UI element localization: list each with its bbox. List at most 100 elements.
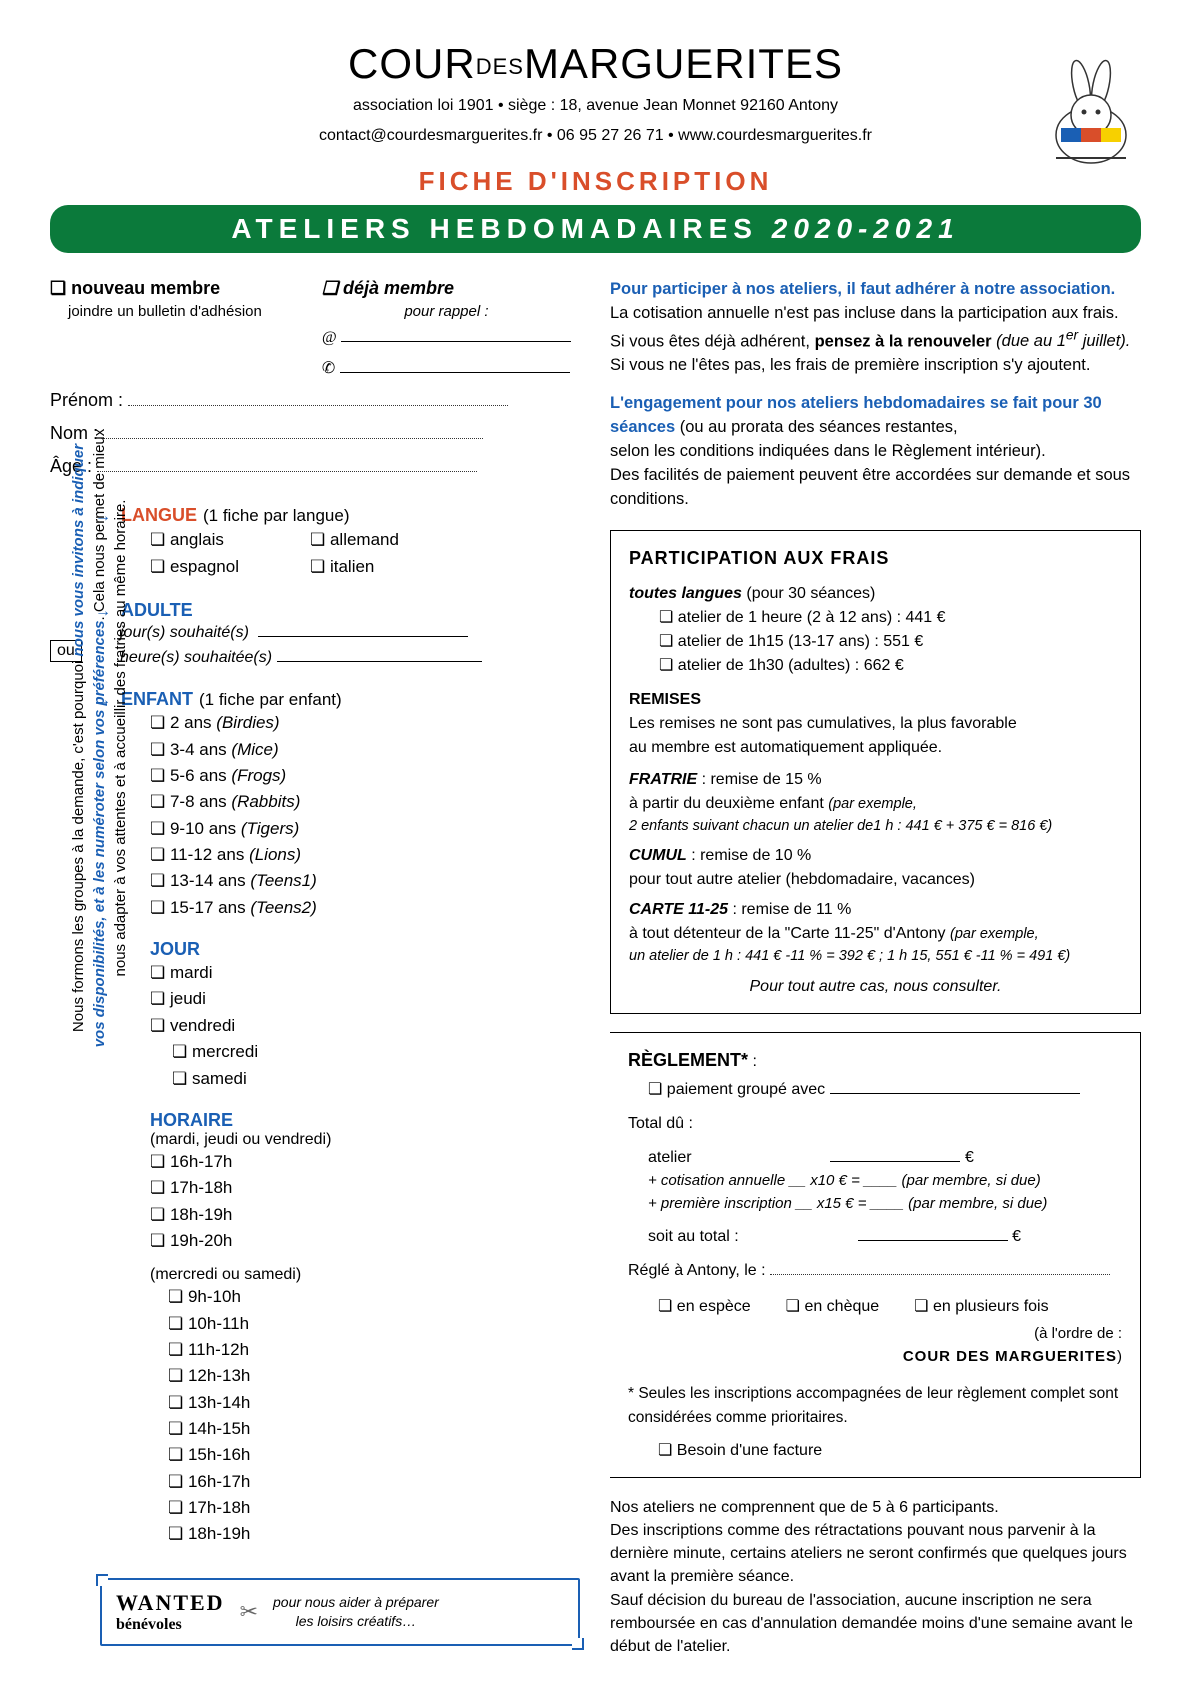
enfant-group[interactable]: 13-14 ans (Teens1) bbox=[150, 868, 580, 894]
horaire-slot[interactable]: 18h-19h bbox=[150, 1202, 580, 1228]
adulte-heures-row: heure(s) souhaitée(s) bbox=[120, 646, 580, 667]
new-member-checkbox[interactable]: nouveau membre bbox=[50, 278, 262, 299]
adulte-jours-row: jour(s) souhaité(s) bbox=[120, 621, 580, 642]
email-field-line[interactable] bbox=[341, 326, 571, 342]
langue-allemand[interactable]: allemand bbox=[310, 526, 470, 553]
cotisation-line: + cotisation annuelle __ x10 € = ____ (p… bbox=[648, 1170, 1122, 1193]
enfant-group[interactable]: 9-10 ans (Tigers) bbox=[150, 816, 580, 842]
horaire-sub1: (mardi, jeudi ou vendredi) bbox=[150, 1131, 580, 1149]
enfant-group[interactable]: 3-4 ans (Mice) bbox=[150, 737, 580, 763]
mascot-illustration bbox=[1036, 40, 1146, 170]
enfant-groups: 2 ans (Birdies) 3-4 ans (Mice) 5-6 ans (… bbox=[150, 710, 580, 921]
age-field[interactable] bbox=[97, 456, 477, 472]
email-symbol: @ bbox=[322, 329, 337, 346]
horaire-slot[interactable]: 17h-18h bbox=[168, 1495, 580, 1521]
already-member-note: pour rappel : bbox=[322, 303, 571, 320]
jour-opt[interactable]: samedi bbox=[172, 1066, 580, 1092]
bottom-notes: Nos ateliers ne comprennent que de 5 à 6… bbox=[610, 1496, 1141, 1658]
header: COURDESMARGUERITES association loi 1901 … bbox=[50, 40, 1141, 148]
pay-espece[interactable]: en espèce bbox=[658, 1295, 751, 1319]
langue-options: anglais allemand espagnol italien bbox=[150, 526, 580, 580]
reglement-title: RÈGLEMENT* bbox=[628, 1050, 748, 1070]
enfant-group[interactable]: 2 ans (Birdies) bbox=[150, 710, 580, 736]
org-name-pre: COUR bbox=[348, 40, 476, 87]
horaire-slot[interactable]: 11h-12h bbox=[168, 1337, 580, 1363]
vertical-note: Nous formons les groupes à la demande, c… bbox=[68, 368, 131, 1108]
fiche-title: FICHE D'INSCRIPTION bbox=[50, 166, 1141, 197]
info-para1: Pour participer à nos ateliers, il faut … bbox=[610, 278, 1141, 378]
wanted-title: WANTED bbox=[116, 1590, 225, 1616]
enfant-group[interactable]: 15-17 ans (Teens2) bbox=[150, 895, 580, 921]
frais-item[interactable]: atelier de 1h30 (adultes) : 662 € bbox=[659, 654, 1122, 678]
frais-item[interactable]: atelier de 1 heure (2 à 12 ans) : 441 € bbox=[659, 606, 1122, 630]
atelier-amount-field[interactable] bbox=[830, 1161, 960, 1162]
already-member-block: déjà membre pour rappel : @ ✆ bbox=[322, 278, 571, 378]
wanted-left: WANTED bénévoles bbox=[116, 1590, 225, 1634]
jour-opt[interactable]: mardi bbox=[150, 960, 580, 986]
left-column: nouveau membre joindre un bulletin d'adh… bbox=[50, 278, 580, 1658]
frais-item[interactable]: atelier de 1h15 (13-17 ans) : 551 € bbox=[659, 630, 1122, 654]
horaire-slot[interactable]: 17h-18h bbox=[150, 1175, 580, 1201]
jour-opt[interactable]: mercredi bbox=[172, 1039, 580, 1065]
horaire-slots2: 9h-10h 10h-11h 11h-12h 12h-13h 13h-14h 1… bbox=[168, 1284, 580, 1547]
nom-field[interactable] bbox=[103, 423, 483, 439]
org-logo-text: COURDESMARGUERITES bbox=[50, 40, 1141, 88]
enfant-note: (1 fiche par enfant) bbox=[199, 690, 342, 710]
langue-note: (1 fiche par langue) bbox=[203, 506, 349, 526]
adulte-jours-label: jour(s) souhaité(s) bbox=[120, 624, 249, 641]
phone-symbol: ✆ bbox=[322, 360, 335, 377]
atelier-line: atelier € bbox=[648, 1146, 1122, 1170]
jour-opt[interactable]: jeudi bbox=[150, 986, 580, 1012]
frais-box: PARTICIPATION AUX FRAIS toutes langues (… bbox=[610, 530, 1141, 1015]
horaire-slot[interactable]: 15h-16h bbox=[168, 1442, 580, 1468]
enfant-group[interactable]: 7-8 ans (Rabbits) bbox=[150, 789, 580, 815]
horaire-slots1: 16h-17h 17h-18h 18h-19h 19h-20h bbox=[150, 1149, 580, 1254]
pay-plusieurs[interactable]: en plusieurs fois bbox=[914, 1295, 1048, 1319]
payment-options: en espèce en chèque en plusieurs fois bbox=[658, 1295, 1122, 1319]
facture-checkbox[interactable]: Besoin d'une facture bbox=[658, 1439, 1122, 1463]
new-member-note: joindre un bulletin d'adhésion bbox=[68, 303, 262, 320]
horaire-slot[interactable]: 10h-11h bbox=[168, 1311, 580, 1337]
horaire-title: HORAIRE bbox=[150, 1110, 580, 1131]
enfant-group[interactable]: 5-6 ans (Frogs) bbox=[150, 763, 580, 789]
horaire-slot[interactable]: 12h-13h bbox=[168, 1363, 580, 1389]
scissors-icon: ✂︎ bbox=[240, 1599, 258, 1625]
pay-cheque[interactable]: en chèque bbox=[786, 1295, 880, 1319]
langue-anglais[interactable]: anglais bbox=[150, 526, 310, 553]
adulte-title: ADULTE bbox=[121, 600, 193, 621]
horaire-slot[interactable]: 19h-20h bbox=[150, 1228, 580, 1254]
phone-field-line[interactable] bbox=[340, 357, 570, 373]
ordre-de: (à l'ordre de : COUR DES MARGUERITES) bbox=[628, 1323, 1122, 1368]
langue-espagnol[interactable]: espagnol bbox=[150, 553, 310, 580]
horaire-sub2: (mercredi ou samedi) bbox=[150, 1266, 580, 1284]
horaire-slot[interactable]: 13h-14h bbox=[168, 1390, 580, 1416]
already-member-checkbox[interactable]: déjà membre bbox=[322, 278, 571, 299]
jour-opt[interactable]: vendredi bbox=[150, 1013, 580, 1039]
regle-date-field[interactable] bbox=[770, 1259, 1110, 1275]
info-para2: L'engagement pour nos ateliers hebdomada… bbox=[610, 392, 1141, 512]
wanted-right: pour nous aider à préparer les loisirs c… bbox=[273, 1593, 439, 1629]
total-due-label: Total dû : bbox=[628, 1112, 1122, 1136]
horaire-slot[interactable]: 18h-19h bbox=[168, 1521, 580, 1547]
horaire-slot[interactable]: 16h-17h bbox=[168, 1469, 580, 1495]
premiere-inscription-line: + première inscription __ x15 € = ____ (… bbox=[648, 1193, 1122, 1216]
banner-year: 2020-2021 bbox=[772, 213, 960, 244]
paiement-groupe-checkbox[interactable]: paiement groupé avec bbox=[648, 1078, 1122, 1102]
total-amount-field[interactable] bbox=[858, 1240, 1008, 1241]
enfant-group[interactable]: 11-12 ans (Lions) bbox=[150, 842, 580, 868]
wanted-sub: bénévoles bbox=[116, 1616, 225, 1634]
reglement-box: RÈGLEMENT* : paiement groupé avec Total … bbox=[610, 1032, 1141, 1478]
banner: ATELIERS HEBDOMADAIRES 2020-2021 bbox=[50, 205, 1141, 253]
regle-a-antony: Réglé à Antony, le : bbox=[628, 1259, 1122, 1283]
horaire-slot[interactable]: 9h-10h bbox=[168, 1284, 580, 1310]
horaire-slot[interactable]: 16h-17h bbox=[150, 1149, 580, 1175]
adulte-jours-field[interactable] bbox=[258, 621, 468, 637]
langue-italien[interactable]: italien bbox=[310, 553, 470, 580]
wanted-box: WANTED bénévoles ✂︎ pour nous aider à pr… bbox=[100, 1578, 580, 1646]
horaire-slot[interactable]: 14h-15h bbox=[168, 1416, 580, 1442]
adulte-heures-field[interactable] bbox=[277, 646, 482, 662]
paiement-groupe-field[interactable] bbox=[830, 1093, 1080, 1094]
adulte-heures-label: heure(s) souhaitée(s) bbox=[120, 649, 272, 666]
enfant-title: ENFANT bbox=[121, 689, 193, 710]
prenom-field[interactable] bbox=[128, 390, 508, 406]
